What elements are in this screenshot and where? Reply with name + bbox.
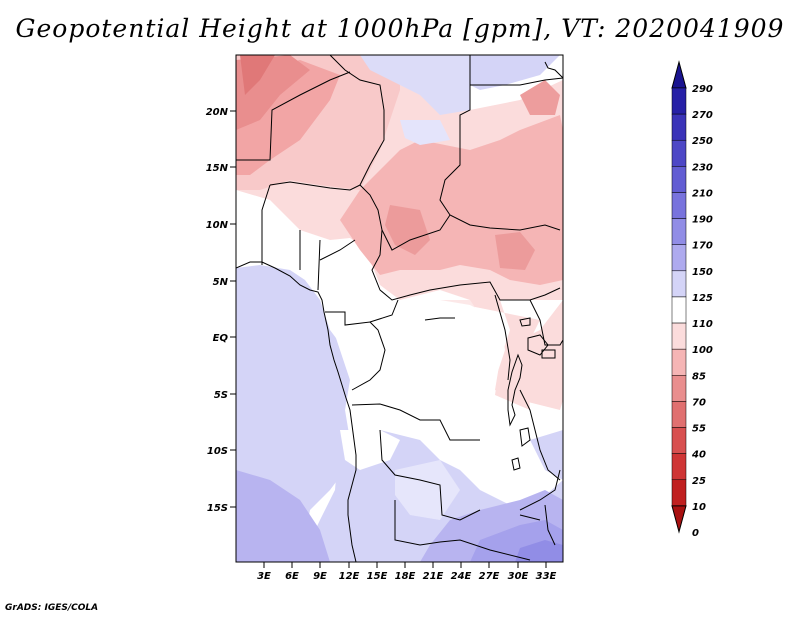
colorbar-swatch bbox=[671, 166, 687, 193]
colorbar-swatch bbox=[671, 218, 687, 245]
colorbar-swatch bbox=[671, 453, 687, 481]
colorbar-swatch bbox=[671, 87, 687, 115]
lat-label: EQ bbox=[213, 333, 229, 344]
colorbar-label: 270 bbox=[692, 110, 713, 121]
lat-label: 10S bbox=[207, 446, 228, 457]
colorbar-label: 40 bbox=[691, 450, 706, 461]
lat-ticks bbox=[230, 110, 236, 508]
colorbar-label: 290 bbox=[692, 84, 713, 95]
colorbar-swatch bbox=[671, 479, 687, 507]
colorbar-swatch bbox=[671, 375, 687, 402]
colorbar-swatch bbox=[671, 296, 687, 324]
colorbar-label: 230 bbox=[692, 162, 713, 173]
lon-label: 30E bbox=[508, 571, 529, 582]
lon-label: 15E bbox=[367, 571, 388, 582]
lat-label: 10N bbox=[206, 220, 229, 231]
colorbar-swatch bbox=[671, 322, 687, 350]
colorbar-label: 85 bbox=[692, 371, 706, 382]
colorbar-swatch bbox=[671, 244, 687, 272]
lon-ticks bbox=[263, 562, 547, 568]
map-frame bbox=[235, 54, 564, 563]
colorbar-label: 70 bbox=[692, 397, 706, 408]
colorbar-swatch bbox=[671, 113, 687, 141]
lon-label: 6E bbox=[285, 571, 299, 582]
colorbar-swatch bbox=[671, 401, 687, 428]
lon-labels: 3E 6E 9E 12E 15E 18E 21E 24E 27E 30E 33E bbox=[257, 571, 556, 582]
lat-labels: 20N 15N 10N 5N EQ 5S 10S 15S bbox=[206, 107, 229, 514]
colorbar-label: 170 bbox=[692, 241, 713, 252]
lon-label: 33E bbox=[536, 571, 557, 582]
colorbar-top-arrow bbox=[671, 60, 687, 89]
colorbar-swatch bbox=[671, 139, 687, 167]
country-borders bbox=[236, 55, 563, 562]
lat-label: 5N bbox=[213, 277, 229, 288]
colorbar-label: 25 bbox=[692, 476, 706, 487]
colorbar-label: 10 bbox=[692, 502, 706, 513]
lon-label: 9E bbox=[313, 571, 327, 582]
lat-label: 15S bbox=[207, 503, 228, 514]
colorbar-swatch bbox=[671, 427, 687, 454]
lon-label: 12E bbox=[339, 571, 360, 582]
colorbar-label: 125 bbox=[692, 293, 713, 304]
lat-label: 20N bbox=[206, 107, 229, 118]
footer-credit: GrADS: IGES/COLA bbox=[5, 603, 99, 613]
lon-label: 24E bbox=[451, 571, 472, 582]
lon-label: 3E bbox=[257, 571, 271, 582]
map-field bbox=[236, 55, 563, 562]
colorbar-swatch bbox=[671, 348, 687, 376]
colorbar-bottom-arrow bbox=[671, 505, 687, 534]
lon-label: 18E bbox=[395, 571, 416, 582]
colorbar-label: 100 bbox=[692, 345, 713, 356]
colorbar-label: 55 bbox=[692, 424, 706, 435]
colorbar-label: 150 bbox=[692, 267, 713, 278]
colorbar-label: 210 bbox=[692, 188, 713, 199]
lon-label: 27E bbox=[479, 571, 500, 582]
lat-label: 15N bbox=[206, 163, 229, 174]
colorbar-swatch bbox=[671, 192, 687, 219]
colorbar-swatch bbox=[671, 270, 687, 298]
colorbar-label: 110 bbox=[692, 319, 713, 330]
chart-title: Geopotential Height at 1000hPa [gpm], VT… bbox=[15, 14, 785, 43]
colorbar: 2902702502302101901701501251101008570554… bbox=[671, 60, 713, 539]
lon-label: 21E bbox=[423, 571, 444, 582]
colorbar-label: 190 bbox=[692, 215, 713, 226]
lat-label: 5S bbox=[214, 390, 228, 401]
colorbar-label: 250 bbox=[692, 136, 713, 147]
colorbar-label: 0 bbox=[692, 528, 699, 539]
